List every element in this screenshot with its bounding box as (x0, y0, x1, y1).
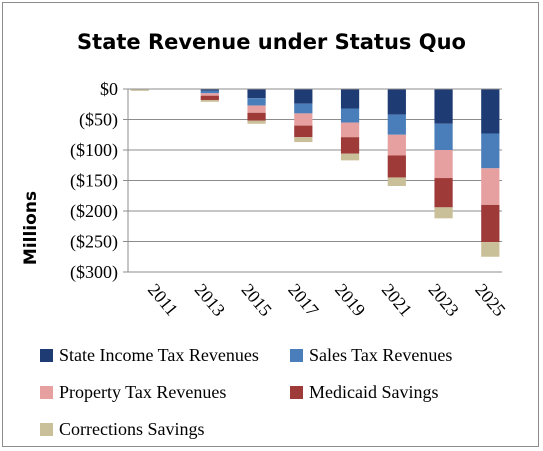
bar-segment (340, 137, 360, 154)
y-axis-label: Millions (21, 191, 41, 265)
bar-segment (481, 89, 500, 134)
x-tick-label: 2023 (424, 280, 462, 320)
y-tick-label: ($100) (70, 140, 118, 161)
bar-segment (294, 113, 313, 126)
x-tick-label: 2013 (191, 280, 229, 320)
bar-segment (340, 122, 360, 138)
x-tick-label: 2025 (471, 280, 509, 320)
y-tick-label: ($300) (70, 262, 118, 283)
bar-segment (434, 207, 453, 219)
bar-segment (130, 89, 149, 91)
bar-segment (247, 112, 266, 121)
chart-title: State Revenue under Status Quo (77, 30, 466, 54)
bar-segment (481, 133, 500, 169)
bar-segment (387, 177, 406, 186)
bar-segment (200, 99, 219, 102)
y-tick-label: ($200) (70, 201, 118, 222)
bar-segment (387, 155, 406, 178)
bar-segment (294, 103, 313, 114)
bar-segment (434, 150, 453, 179)
bar-segment (387, 134, 406, 156)
bar-segment (294, 125, 313, 138)
bar-segment (200, 95, 219, 100)
bar-segment (200, 93, 219, 96)
bar-segment (387, 89, 406, 115)
bar-segment (247, 120, 266, 124)
bar-segment (294, 89, 313, 104)
bar-segment (481, 204, 500, 243)
bar-segment (200, 89, 219, 91)
bar-segment (434, 123, 453, 150)
bar-segment (340, 153, 360, 161)
bar-segment (200, 90, 219, 94)
y-tick-label: ($150) (70, 171, 118, 192)
x-tick-label: 2011 (144, 280, 182, 320)
bar-segment (247, 89, 266, 99)
bar-segment (247, 98, 266, 106)
y-tick-label: ($250) (70, 232, 118, 253)
bar-segment (434, 89, 453, 124)
bar-segment (294, 137, 313, 143)
y-tick-label: $0 (100, 79, 118, 99)
x-tick-label: 2019 (331, 280, 369, 320)
bar-segment (481, 242, 500, 257)
chart-frame (2, 2, 539, 447)
y-tick-label: ($50) (79, 110, 118, 131)
bar-segment (387, 114, 406, 135)
bar-segment (434, 178, 453, 208)
bar-segment (340, 89, 360, 109)
x-tick-label: 2017 (284, 280, 322, 320)
x-tick-label: 2021 (378, 280, 416, 320)
bar-segment (247, 105, 266, 113)
bar-segment (340, 108, 360, 123)
bar-segment (481, 168, 500, 205)
x-tick-label: 2015 (237, 280, 275, 320)
